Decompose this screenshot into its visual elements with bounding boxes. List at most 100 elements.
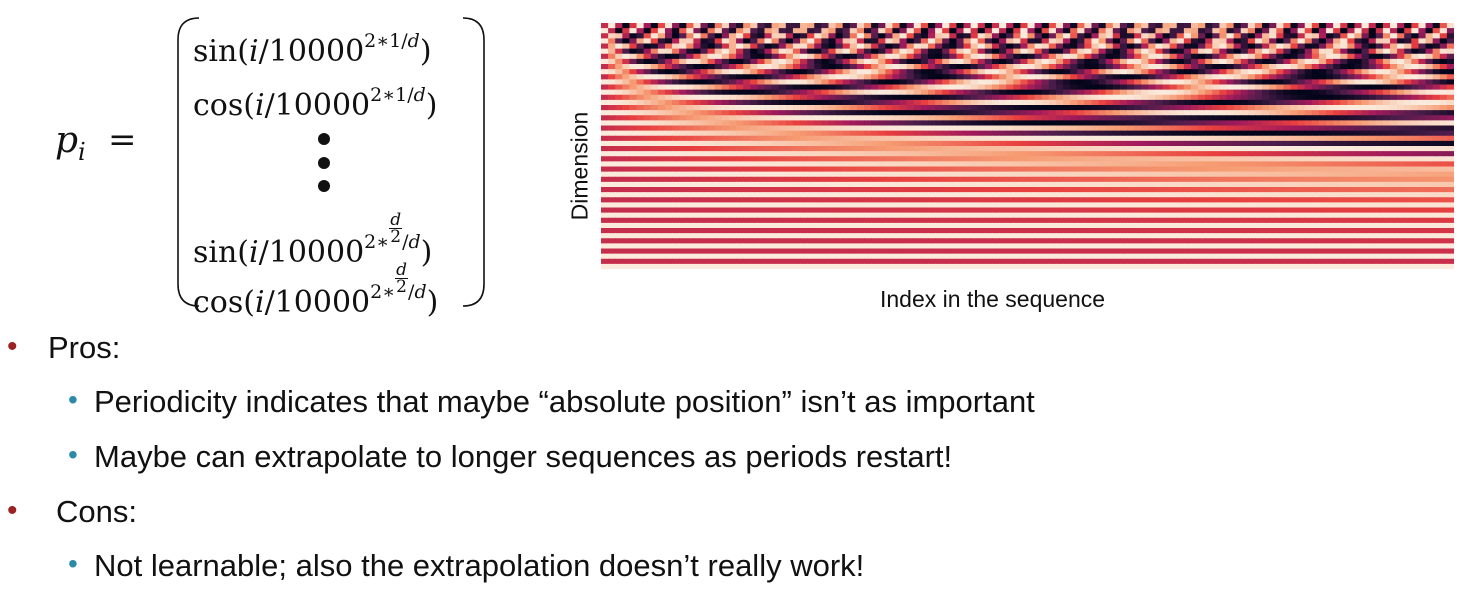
heatmap-cell <box>1176 64 1185 70</box>
heatmap-cell <box>878 181 886 188</box>
heatmap-cell <box>1304 105 1313 111</box>
heatmap-cell <box>800 181 808 188</box>
heatmap-cell <box>750 110 758 116</box>
heatmap-cell <box>650 166 659 173</box>
heatmap-cell <box>1006 222 1014 229</box>
heatmap-cell <box>1091 105 1100 111</box>
heatmap-cell <box>1155 125 1164 132</box>
heatmap-cell <box>721 212 730 219</box>
heatmap-cell <box>1425 125 1434 132</box>
heatmap-cell <box>743 187 751 193</box>
heatmap-cell <box>1382 120 1391 126</box>
heatmap-cell <box>1404 181 1412 188</box>
heatmap-cell <box>1347 48 1356 55</box>
heatmap-cell <box>778 156 787 162</box>
heatmap-cell <box>1219 146 1228 152</box>
heatmap-cell <box>800 79 808 85</box>
heatmap-cell <box>1269 110 1277 116</box>
heatmap-cell <box>1013 197 1021 203</box>
heatmap-cell <box>672 181 680 188</box>
heatmap-cell <box>1269 125 1277 132</box>
heatmap-cell <box>1013 187 1021 193</box>
heatmap-cell <box>1233 161 1242 167</box>
heatmap-cell <box>1119 110 1128 116</box>
heatmap-cell <box>1446 207 1454 214</box>
heatmap-cell <box>1091 151 1100 157</box>
heatmap-cell <box>1183 89 1192 96</box>
heatmap-cell <box>1269 58 1277 65</box>
heatmap-cell <box>622 197 631 203</box>
heatmap-cell <box>743 151 751 157</box>
heatmap-cell <box>984 28 993 34</box>
heatmap-cell <box>657 69 666 75</box>
heatmap-cell <box>1055 120 1064 126</box>
heatmap-cell <box>814 84 822 91</box>
heatmap-cell <box>1070 94 1078 101</box>
heatmap-cell <box>956 53 965 60</box>
heatmap-cell <box>636 207 645 214</box>
heatmap-cell <box>714 120 723 126</box>
heatmap-cell <box>856 125 865 132</box>
heatmap-cell <box>643 166 652 173</box>
heatmap-cell <box>1048 228 1057 234</box>
heatmap-cell <box>1048 187 1057 193</box>
heatmap-cell <box>1183 74 1192 80</box>
heatmap-cell <box>728 161 737 167</box>
heatmap-cell <box>807 217 815 224</box>
heatmap-cell <box>615 99 623 106</box>
heatmap-cell <box>835 171 844 178</box>
heatmap-cell <box>785 197 794 203</box>
heatmap-cell <box>728 176 737 183</box>
heatmap-cell <box>1340 228 1348 234</box>
heatmap-cell <box>650 187 659 193</box>
heatmap-cell <box>1311 94 1320 101</box>
heatmap-cell <box>764 115 773 121</box>
heatmap-cell <box>1247 53 1256 60</box>
heatmap-cell <box>1262 176 1270 183</box>
heatmap-cell <box>1297 33 1306 39</box>
heatmap-cell <box>707 58 716 65</box>
heatmap-cell <box>1333 105 1341 111</box>
heatmap-cell <box>1098 151 1107 157</box>
heatmap-cell <box>1098 212 1107 219</box>
y-axis-label: Dimension <box>566 111 593 221</box>
heatmap-cell <box>1127 99 1135 106</box>
heatmap-cell <box>1397 166 1405 173</box>
heatmap-cell <box>1098 23 1107 29</box>
heatmap-cell <box>1276 202 1284 208</box>
heatmap-cell <box>1382 212 1391 219</box>
heatmap-cell <box>714 207 723 214</box>
heatmap-cell <box>1382 99 1391 106</box>
heatmap-cell <box>757 110 766 116</box>
heatmap-cell <box>1055 23 1064 29</box>
heatmap-cell <box>750 176 758 183</box>
heatmap-cell <box>1013 64 1021 70</box>
heatmap-cell <box>615 130 623 137</box>
heatmap-cell <box>743 94 751 101</box>
heatmap-cell <box>1397 105 1405 111</box>
heatmap-cell <box>1205 140 1213 147</box>
heatmap-cell <box>999 43 1007 50</box>
heatmap-cell <box>1311 166 1320 173</box>
heatmap-cell <box>1432 135 1441 142</box>
heatmap-cell <box>679 176 687 183</box>
heatmap-cell <box>1425 151 1434 157</box>
heatmap-cell <box>1411 187 1420 193</box>
heatmap-cell <box>1269 23 1277 29</box>
heatmap-cell <box>913 176 922 183</box>
heatmap-cell <box>1055 217 1064 224</box>
heatmap-cell <box>935 212 943 219</box>
heatmap-cell <box>963 217 972 224</box>
heatmap-cell <box>1034 140 1043 147</box>
heatmap-cell <box>842 161 851 167</box>
heatmap-cell <box>778 135 787 142</box>
heatmap-cell <box>1048 105 1057 111</box>
heatmap-cell <box>757 115 766 121</box>
heatmap-cell <box>1340 99 1348 106</box>
heatmap-cell <box>778 48 787 55</box>
heatmap-cell <box>999 110 1007 116</box>
heatmap-cell <box>913 151 922 157</box>
heatmap-cell <box>1340 135 1348 142</box>
heatmap-cell <box>1091 140 1100 147</box>
heatmap-cell <box>693 58 702 65</box>
